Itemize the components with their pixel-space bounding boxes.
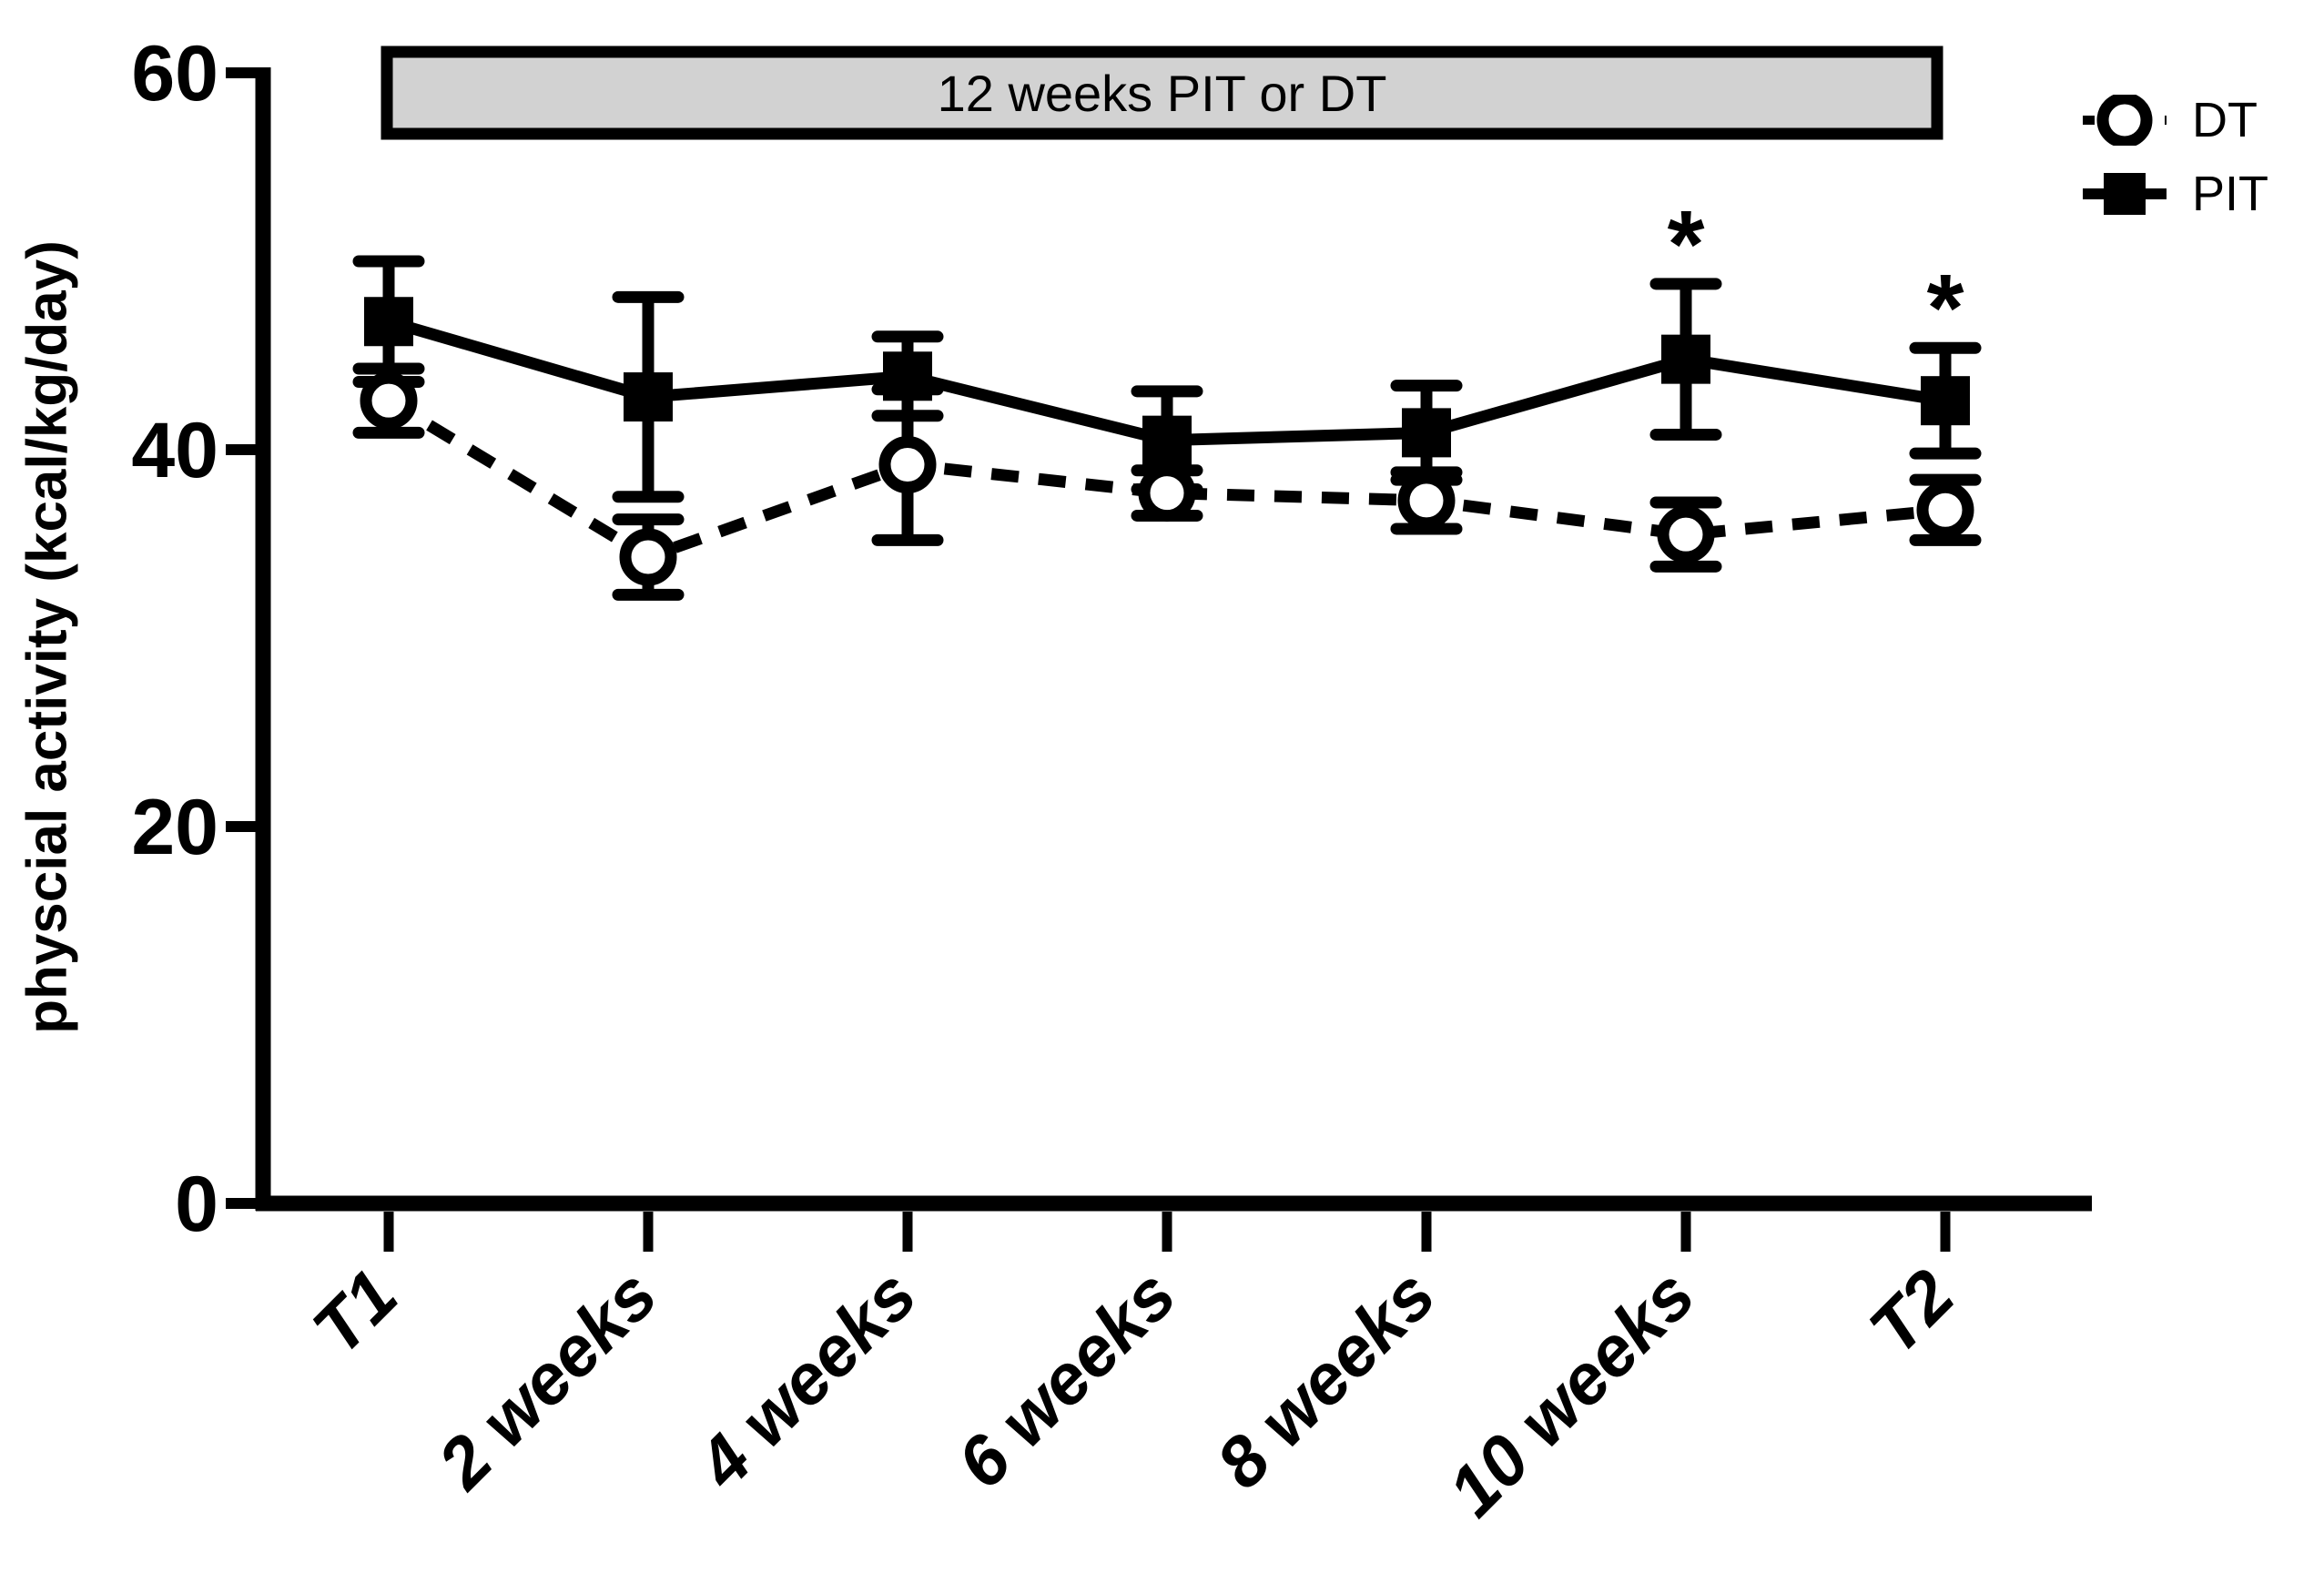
x-tick-label: 4 weeks xyxy=(681,1254,931,1505)
x-tick-label: T1 xyxy=(297,1254,412,1370)
x-tick-label: 6 weeks xyxy=(941,1254,1191,1504)
annotation-bar xyxy=(381,46,1943,140)
y-tick-label: 40 xyxy=(131,407,218,494)
y-tick-label: 0 xyxy=(175,1161,218,1248)
y-tick-label: 60 xyxy=(131,30,218,117)
x-tick-label: 10 weeks xyxy=(1433,1254,1710,1531)
pit-data-point-marker xyxy=(1142,415,1192,465)
dt-data-point-marker xyxy=(878,436,937,494)
annotation-bar-label: 12 weeks PIT or DT xyxy=(937,64,1387,122)
dt-data-point-marker xyxy=(360,371,418,430)
x-tick-label: 2 weeks xyxy=(421,1254,672,1505)
dt-legend-marker-icon xyxy=(2083,95,2167,146)
dt-data-point-marker xyxy=(1397,472,1456,530)
pit-legend-label: PIT xyxy=(2192,167,2269,221)
legend-item-pit: PIT xyxy=(2079,168,2268,219)
pit-data-point-marker xyxy=(1921,376,1970,426)
dt-legend-label: DT xyxy=(2192,93,2258,147)
pit-data-point-marker xyxy=(1661,334,1710,384)
dt-data-point-marker xyxy=(619,528,677,586)
pit-data-point-marker xyxy=(364,297,413,347)
x-tick-label: 8 weeks xyxy=(1201,1254,1450,1504)
significance-asterisk: * xyxy=(1668,191,1705,298)
pit-data-point-marker xyxy=(883,351,932,401)
x-tick-label: T2 xyxy=(1853,1254,1969,1370)
dt-data-point-marker xyxy=(1138,464,1196,523)
y-tick-label: 20 xyxy=(131,784,218,871)
pit-data-point-marker xyxy=(1402,408,1451,458)
pit-data-point-marker xyxy=(624,372,673,422)
legend: DT PIT xyxy=(2079,95,2268,219)
dt-data-point-marker xyxy=(1657,505,1715,563)
dt-data-point-marker xyxy=(1916,481,1974,539)
pit-legend-marker-icon xyxy=(2083,173,2167,215)
legend-item-dt: DT xyxy=(2079,95,2268,146)
y-axis-label: physcial activity (kcal/kg/day) xyxy=(15,240,79,1034)
significance-asterisk: * xyxy=(1927,255,1964,361)
